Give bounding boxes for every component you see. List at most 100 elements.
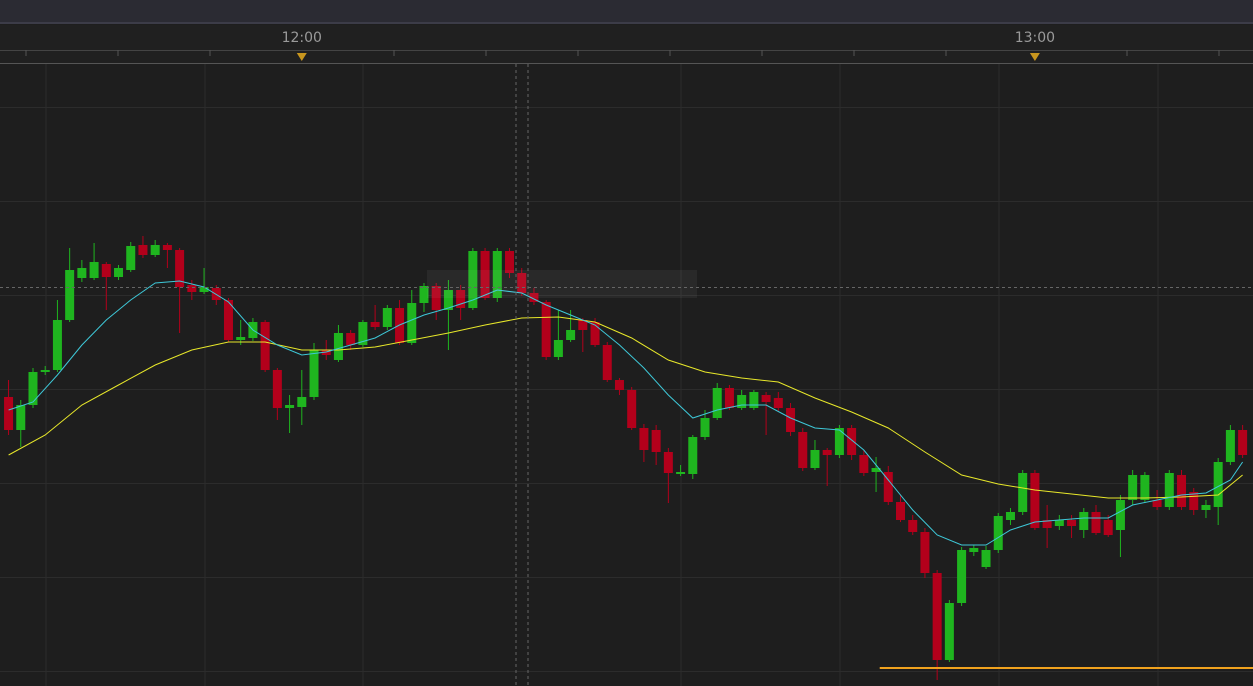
candle-body: [529, 293, 539, 302]
candle-body: [578, 320, 588, 330]
candle-body: [871, 468, 881, 472]
candle-body: [480, 251, 490, 298]
candle-body: [101, 264, 111, 277]
candle-body: [724, 388, 734, 408]
candle-body: [1140, 475, 1150, 500]
candle-body: [285, 405, 295, 408]
candle-body: [663, 452, 673, 473]
candle-body: [89, 262, 99, 278]
candle-body: [541, 302, 551, 357]
candle-body: [773, 398, 783, 408]
candle-body: [688, 437, 698, 474]
vertical-grid: [45, 64, 1159, 686]
candle-body: [199, 287, 209, 292]
moving-average: [8, 280, 1244, 546]
candle-body: [993, 516, 1003, 550]
candle-body: [77, 268, 87, 278]
candle-body: [932, 573, 942, 660]
candle-body: [162, 245, 172, 250]
candle-body: [52, 320, 62, 370]
candle-body: [309, 350, 319, 397]
candle-body: [1042, 520, 1052, 528]
candle-body: [114, 268, 124, 277]
candle-body: [1164, 473, 1174, 507]
crosshair: [0, 64, 1253, 686]
candle-body: [834, 428, 844, 455]
candle-body: [566, 330, 576, 340]
candle-body: [614, 380, 624, 390]
candle-body: [553, 340, 563, 357]
minor-ticks: [25, 50, 1220, 56]
candle-body: [700, 418, 710, 437]
candle-body: [1067, 520, 1077, 526]
candle-body: [40, 370, 50, 372]
candle-body: [517, 273, 527, 293]
candle-body: [370, 322, 380, 327]
candle-body: [749, 392, 759, 408]
candle-body: [920, 532, 930, 573]
candle-body: [407, 303, 417, 343]
candle-body: [150, 245, 160, 255]
candle-body: [761, 395, 771, 402]
candle-body: [639, 428, 649, 450]
candle-body: [1152, 500, 1162, 507]
candle-body: [492, 251, 502, 298]
candle-body: [358, 322, 368, 345]
candle-body: [627, 390, 637, 428]
candle-body: [786, 408, 796, 432]
candle-body: [1103, 520, 1113, 535]
candle-body: [651, 430, 661, 452]
candle-body: [456, 290, 466, 308]
x-tick-marker: [1029, 53, 1040, 61]
candle-body: [28, 372, 38, 405]
candle-body: [505, 251, 515, 273]
candle-body: [126, 246, 136, 270]
candle-body: [1005, 512, 1015, 520]
candle-body: [1213, 462, 1223, 507]
candle-body: [65, 270, 75, 320]
top-bar: [0, 0, 1253, 22]
candle-body: [981, 550, 991, 567]
candle-body: [1054, 520, 1064, 526]
candle-body: [1018, 473, 1028, 512]
candle-body: [1189, 492, 1199, 510]
candle-body: [602, 345, 612, 380]
tooltip-box: [427, 270, 697, 298]
plot-area: [0, 107, 1253, 680]
candle-body: [859, 455, 869, 473]
candle-body: [798, 432, 808, 468]
x-tick-label: 13:00: [1015, 30, 1055, 46]
candle-body: [419, 286, 429, 303]
candle-body: [321, 350, 331, 355]
candle-body: [187, 285, 197, 292]
candle-body: [1177, 475, 1187, 507]
candle-body: [382, 308, 392, 327]
candle-body: [590, 322, 600, 345]
candle-body: [676, 472, 686, 474]
candle-body: [223, 300, 233, 340]
candle-body: [1091, 512, 1101, 533]
candle-body: [1201, 505, 1211, 510]
candle-body: [175, 250, 185, 287]
candle-body: [1079, 512, 1089, 530]
candle-body: [260, 322, 270, 370]
candle-body: [1128, 475, 1138, 500]
candle-body: [822, 450, 832, 455]
time-axis-band: [0, 25, 1253, 63]
candle-body: [1225, 430, 1235, 462]
candle-body: [16, 405, 26, 430]
candle-body: [944, 603, 954, 660]
candle-body: [883, 472, 893, 502]
candle-body: [1030, 473, 1040, 528]
candle-body: [333, 333, 343, 360]
candle-body: [443, 290, 453, 310]
candle-body: [712, 388, 722, 418]
candle-body: [957, 550, 967, 603]
candle-body: [810, 450, 820, 468]
candle-body: [346, 333, 356, 345]
moving-average: [8, 316, 1243, 499]
candle-body: [272, 370, 282, 408]
candle-body: [908, 520, 918, 532]
candle-body: [847, 428, 857, 455]
